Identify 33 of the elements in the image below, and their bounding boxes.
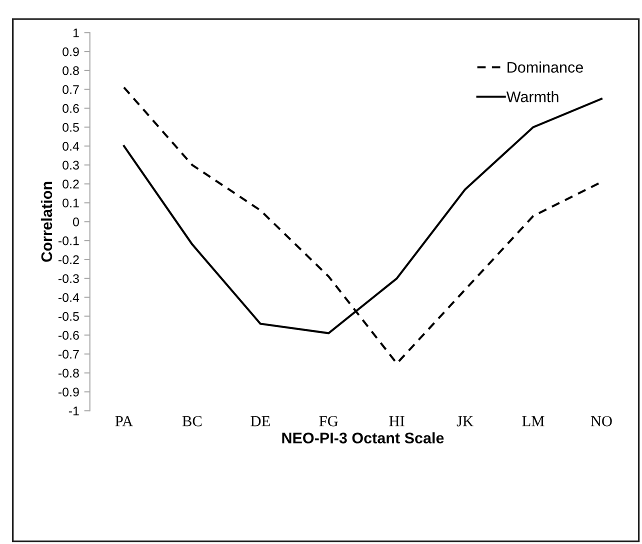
y-tick-label: 0.6 [62,104,79,113]
y-tick-label: 0.4 [62,142,80,151]
y-tick-label: -0.5 [58,312,79,321]
y-tick-label: 0.7 [62,85,79,94]
y-tick-label: 0.8 [62,66,79,76]
y-tick-label: -0.9 [58,388,79,396]
y-tick-label: -0.1 [58,236,79,246]
y-tick-label: 0.2 [62,180,79,189]
y-tick-label: -0.3 [58,274,79,284]
x-tick-label: BC [182,416,202,426]
y-tick-label: -0.4 [58,293,80,302]
y-tick-label: 0.9 [62,47,79,56]
y-tick-label: -0.7 [58,350,79,359]
y-tick-label: -0.2 [58,255,79,264]
x-tick-label: LM [522,416,544,426]
x-tick-label: HI [389,416,404,426]
legend-label: Warmth [506,91,558,102]
x-tick-label: PA [115,416,133,426]
y-tick-label: 0.5 [62,122,79,132]
x-tick-label: JK [456,416,474,426]
y-tick-label: 1 [73,28,79,38]
y-axis-title: Correlation [40,182,52,262]
y-tick-label: 0 [73,217,79,226]
y-tick-label: 0.1 [62,198,79,208]
x-axis-title: NEO-PI-3 Octant Scale [282,432,444,444]
y-tick-label: -0.8 [58,368,79,378]
legend-label: Dominance [508,62,583,73]
x-tick-label: NO [590,416,612,426]
y-tick-label: -1 [68,406,79,416]
y-tick-label: -0.6 [58,330,79,340]
y-tick-label: 0.3 [62,160,79,170]
x-tick-label: FG [319,416,338,426]
x-tick-label: DE [250,416,270,426]
